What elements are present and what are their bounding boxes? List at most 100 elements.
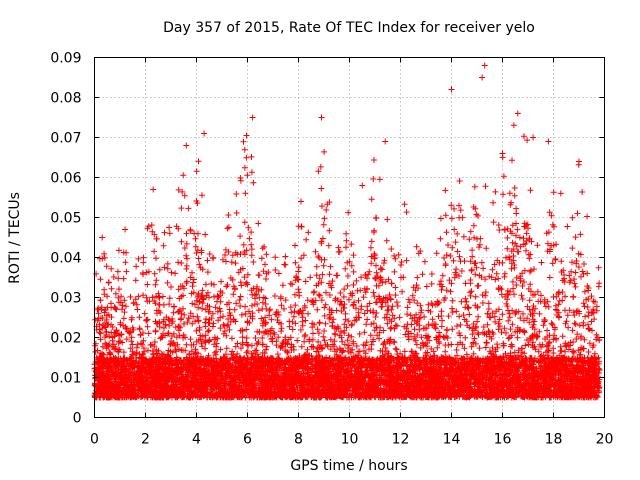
data-point: [187, 336, 194, 343]
data-point: [161, 229, 168, 236]
data-point: [361, 310, 368, 317]
data-point: [243, 335, 250, 341]
data-point: [521, 267, 528, 274]
data-point: [391, 268, 398, 275]
data-point: [178, 260, 185, 266]
data-point: [275, 270, 282, 277]
data-point: [316, 320, 323, 327]
data-point: [255, 220, 262, 227]
data-point: [562, 293, 569, 300]
data-point: [353, 343, 360, 349]
data-point: [192, 243, 199, 250]
data-point: [439, 317, 446, 324]
data-point: [145, 330, 152, 337]
data-point: [498, 329, 505, 336]
data-point: [152, 327, 159, 334]
data-point: [180, 305, 186, 312]
data-point: [492, 276, 499, 283]
data-point: [584, 304, 591, 310]
data-point: [255, 307, 262, 314]
data-point: [292, 259, 299, 266]
data-point: [144, 323, 151, 330]
data-point: [418, 307, 425, 314]
data-point: [209, 323, 216, 330]
data-point: [233, 191, 240, 197]
data-point: [243, 132, 250, 139]
data-point: [445, 313, 452, 320]
data-point: [363, 286, 370, 293]
data-points: [91, 62, 603, 401]
data-point: [304, 297, 311, 304]
data-point: [289, 326, 296, 333]
data-point: [242, 190, 249, 197]
data-point: [340, 293, 347, 300]
data-point: [367, 244, 374, 251]
data-point: [348, 262, 355, 269]
data-point: [443, 287, 450, 294]
data-point: [569, 327, 576, 334]
data-point: [451, 205, 457, 212]
data-point: [466, 236, 473, 243]
data-point: [199, 192, 205, 199]
data-point: [589, 327, 595, 334]
data-point: [331, 338, 338, 345]
data-point: [572, 269, 579, 276]
data-point: [485, 300, 492, 307]
data-point: [523, 230, 530, 237]
data-point: [321, 312, 328, 319]
data-point: [584, 213, 591, 220]
data-point: [505, 335, 512, 342]
data-point: [279, 282, 286, 289]
data-point: [120, 315, 127, 322]
data-point: [358, 306, 365, 313]
data-point: [166, 301, 173, 308]
data-point: [315, 291, 322, 298]
data-point: [231, 306, 238, 313]
data-point: [232, 260, 239, 267]
data-point: [364, 316, 371, 323]
data-point: [220, 313, 226, 320]
data-point: [205, 328, 211, 335]
data-point: [261, 243, 268, 250]
data-point: [245, 224, 252, 231]
data-point: [568, 268, 575, 275]
data-point: [172, 270, 179, 277]
data-point: [183, 240, 190, 247]
data-point: [298, 255, 305, 262]
data-point: [278, 325, 285, 332]
data-point: [272, 254, 279, 261]
data-point: [237, 233, 244, 240]
data-point: [373, 269, 380, 276]
data-point: [411, 297, 418, 304]
data-point: [490, 219, 497, 226]
data-point: [500, 173, 507, 180]
data-point: [323, 207, 330, 213]
data-point: [448, 215, 455, 222]
data-point: [518, 292, 525, 299]
data-point: [178, 205, 185, 212]
data-point: [452, 239, 459, 246]
data-point: [456, 313, 463, 320]
data-point: [206, 294, 212, 301]
data-point: [523, 247, 529, 254]
data-point: [457, 321, 464, 328]
data-point: [193, 168, 200, 175]
data-point: [262, 261, 268, 268]
data-point: [395, 251, 402, 258]
data-point: [195, 318, 202, 325]
data-point: [521, 133, 527, 140]
data-point: [304, 346, 311, 353]
data-point: [149, 294, 156, 301]
data-point: [396, 314, 403, 321]
data-point: [208, 280, 215, 287]
data-point: [313, 263, 320, 270]
data-point: [596, 280, 603, 287]
data-point: [237, 293, 244, 300]
data-point: [241, 146, 248, 153]
data-point: [521, 317, 527, 324]
data-point: [449, 326, 456, 333]
data-point: [521, 279, 527, 285]
data-point: [259, 306, 266, 312]
data-point: [475, 282, 482, 289]
